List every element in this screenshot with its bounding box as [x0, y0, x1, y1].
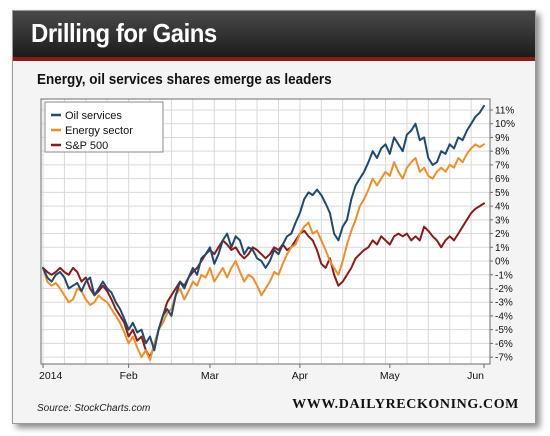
x-axis: 2014 Feb Mar Apr May Jun — [39, 364, 485, 382]
y-tick-label: 9% — [495, 133, 510, 144]
grid — [41, 99, 490, 364]
y-tick-label: 8% — [495, 147, 510, 158]
banner-title: Drilling for Gains — [31, 18, 217, 48]
series-line-s-p-500 — [42, 202, 485, 359]
y-tick-label: 5% — [495, 188, 510, 199]
series-line-energy-sector — [42, 143, 485, 361]
y-tick-label: 6% — [495, 174, 510, 185]
y-tick-label: 10% — [495, 119, 515, 130]
legend-label: S&P 500 — [65, 140, 108, 152]
x-tick-label: Apr — [292, 370, 309, 382]
brand-url: WWW.DAILYRECKONING.COM — [292, 397, 519, 412]
chart-card: Drilling for Gains Energy, oil services … — [12, 10, 536, 424]
y-tick-label: -1% — [495, 270, 513, 281]
plot-frame — [40, 98, 491, 365]
series-layer — [42, 104, 485, 361]
x-tick-label: Jun — [467, 370, 484, 382]
y-tick-label: -4% — [495, 311, 513, 322]
y-tick-label: 3% — [495, 215, 510, 226]
banner-rule — [13, 57, 535, 61]
y-tick-label: 0% — [495, 257, 510, 268]
series-line-oil-services — [42, 104, 485, 352]
legend-box — [44, 101, 164, 153]
y-tick-label: -5% — [495, 325, 513, 336]
line-chart: 11% 10% 9% 8% 7% 6% 5% 4% 3% 2% 1% 0% -1% -2% -3% -4% -5… — [39, 98, 515, 382]
y-tick-label: 1% — [495, 243, 510, 254]
chart-subtitle: Energy, oil services shares emerge as le… — [37, 71, 332, 88]
x-tick-label: 2014 — [39, 370, 63, 382]
y-tick-label: 2% — [495, 229, 510, 240]
legend: Oil services Energy sector S&P 500 — [44, 101, 164, 153]
x-tick-label: May — [380, 370, 401, 382]
legend-label: Energy sector — [65, 125, 133, 137]
source-note: Source: StockCharts.com — [37, 403, 151, 414]
x-tick-label: Feb — [120, 370, 138, 382]
y-tick-label: 4% — [495, 202, 510, 213]
y-tick-label: -3% — [495, 298, 513, 309]
y-axis: 11% 10% 9% 8% 7% 6% 5% 4% 3% 2% 1% 0% -1% -2% -3% -4% -5… — [490, 105, 515, 364]
y-tick-label: 7% — [495, 160, 510, 171]
y-tick-label: -2% — [495, 284, 513, 295]
y-tick-label: 11% — [495, 105, 514, 116]
x-tick-label: Mar — [201, 370, 220, 382]
legend-label: Oil services — [65, 110, 122, 122]
y-tick-label: -7% — [495, 353, 513, 364]
banner: Drilling for Gains — [13, 11, 535, 57]
y-tick-label: -6% — [495, 339, 513, 350]
